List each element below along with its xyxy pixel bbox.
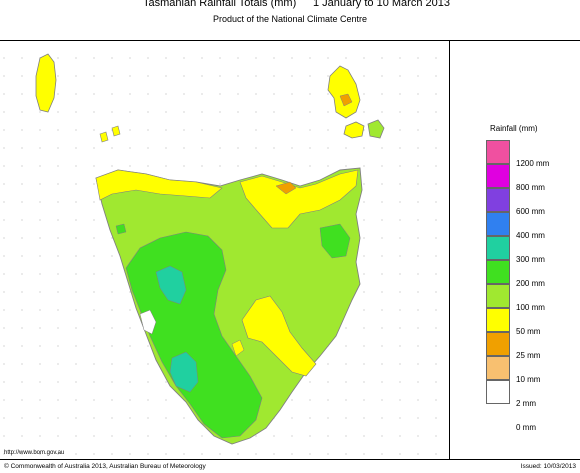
macquarie-harbour — [139, 309, 157, 335]
map-subtitle: Product of the National Climate Centre — [212, 14, 368, 24]
cape-barren-island — [343, 121, 365, 139]
tasmania-mainland — [95, 167, 363, 445]
northwest-200mm-spot — [115, 223, 127, 235]
legend-label: 1200 mm — [516, 159, 550, 168]
legend-swatch — [486, 356, 510, 380]
footer-copyright: © Commonwealth of Australia 2013, Austra… — [4, 463, 206, 470]
date-range: 1 January to 10 March 2013 — [313, 0, 450, 9]
legend-label: 800 mm — [516, 183, 545, 192]
flinders-island — [327, 65, 361, 119]
legend-swatch — [486, 164, 510, 188]
legend-title: Rainfall (mm) — [490, 124, 538, 133]
legend-label: 200 mm — [516, 279, 545, 288]
legend-label: 0 mm — [516, 423, 536, 432]
legend-swatch — [486, 212, 510, 236]
legend-label: 50 mm — [516, 327, 541, 336]
tamar-25mm — [275, 181, 297, 195]
small-island-nw — [99, 131, 109, 143]
legend-swatch — [486, 236, 510, 260]
legend-divider — [449, 40, 450, 460]
southwest-300mm — [169, 351, 199, 393]
flinders-island-orange-patch — [339, 93, 353, 107]
legend-swatch — [486, 140, 510, 164]
map-header: Tasmanian Rainfall Totals (mm) 1 January… — [0, 0, 580, 14]
rainfall-map — [0, 41, 449, 459]
legend-label: 10 mm — [516, 375, 541, 384]
legend-label: 300 mm — [516, 255, 545, 264]
king-island — [35, 53, 57, 113]
legend-swatch — [486, 380, 510, 404]
legend-label: 100 mm — [516, 303, 545, 312]
legend-label: 2 mm — [516, 399, 536, 408]
legend-swatch — [486, 308, 510, 332]
derwent-50mm-spot — [231, 339, 245, 357]
legend-swatch — [486, 332, 510, 356]
legend-swatch — [486, 260, 510, 284]
legend-swatch — [486, 188, 510, 212]
legend-label: 600 mm — [516, 207, 545, 216]
map-frame — [0, 40, 580, 460]
map-title: Tasmanian Rainfall Totals (mm) — [143, 0, 297, 9]
northwest-coast-50mm — [95, 169, 223, 201]
legend-label: 25 mm — [516, 351, 541, 360]
western-highlands-300mm — [155, 265, 187, 305]
footer-issued-date: Issued: 10/03/2013 — [520, 463, 576, 470]
legend-label: 400 mm — [516, 231, 545, 240]
midlands-50mm — [241, 295, 317, 377]
footer-url[interactable]: http://www.bom.gov.au — [4, 450, 65, 456]
northeast-200mm — [319, 223, 351, 259]
clarke-island — [367, 119, 385, 139]
small-island-nw2 — [111, 125, 121, 137]
legend-swatch — [486, 284, 510, 308]
